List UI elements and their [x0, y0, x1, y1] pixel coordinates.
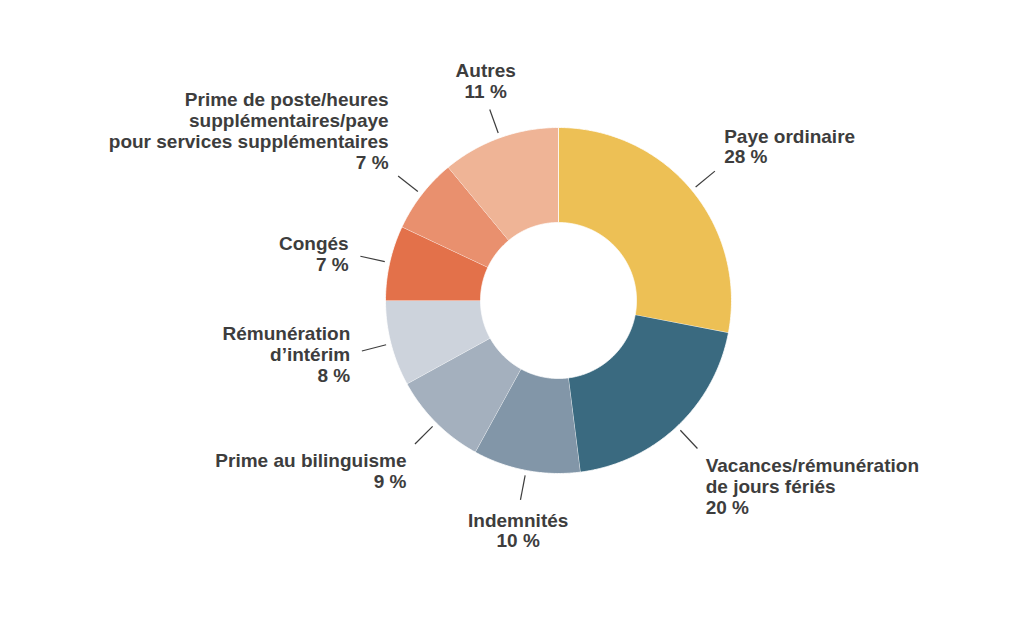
svg-text:Indemnités10 %: Indemnités10 %	[468, 510, 568, 552]
svg-text:Prime au bilinguisme9 %: Prime au bilinguisme9 %	[215, 450, 406, 492]
svg-text:Prime de poste/heuressupplémen: Prime de poste/heuressupplémentaires/pay…	[109, 89, 389, 173]
svg-text:Autres11 %: Autres11 %	[456, 60, 516, 102]
svg-text:Paye ordinaire28 %: Paye ordinaire28 %	[724, 126, 855, 168]
svg-text:Congés7 %: Congés7 %	[279, 233, 349, 275]
svg-text:Vacances/rémunérationde jours: Vacances/rémunérationde jours fériés20 %	[706, 455, 919, 518]
svg-text:Rémunérationd’intérim8 %: Rémunérationd’intérim8 %	[223, 323, 351, 386]
